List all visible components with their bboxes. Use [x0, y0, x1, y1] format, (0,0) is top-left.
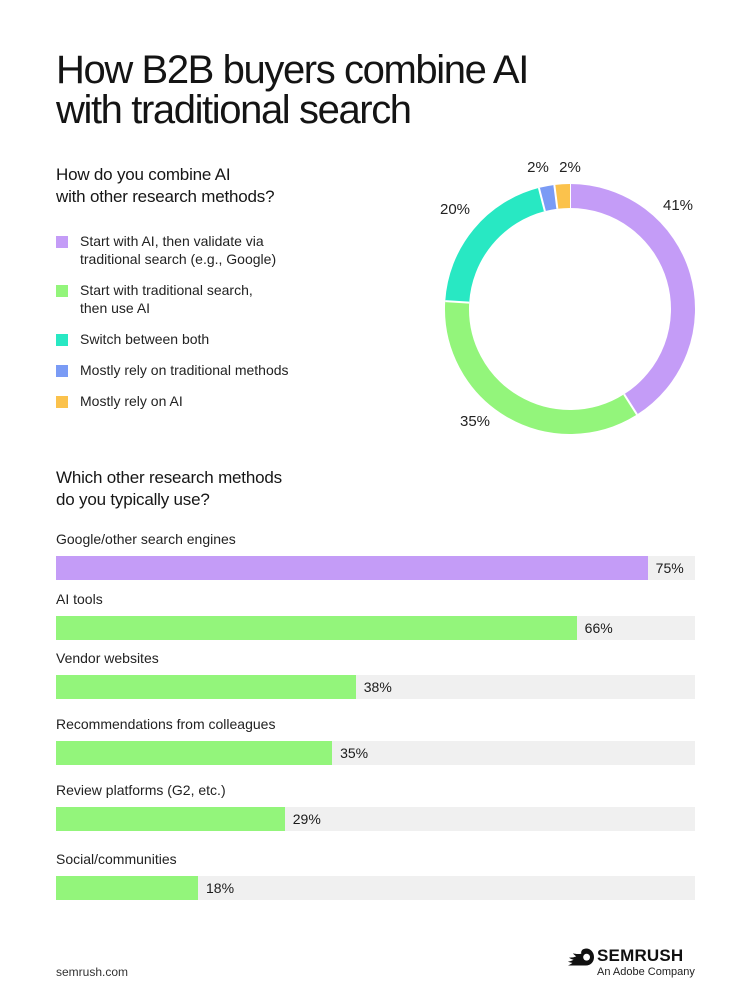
chart-title: How B2B buyers combine AI with tradition…	[56, 50, 676, 130]
bar-value-label: 75%	[655, 560, 684, 576]
donut-slice-separator	[623, 393, 638, 416]
bar-category-label: Google/other search engines	[56, 531, 236, 547]
bar-category-label: AI tools	[56, 591, 103, 607]
bar-question: Which other research methods do you typi…	[56, 467, 386, 511]
bar-value-label: 66%	[584, 620, 613, 636]
bar-group-recommendations: Recommendations from colleagues 35%	[56, 715, 695, 765]
donut-slice	[569, 184, 695, 415]
footer-url: semrush.com	[56, 965, 129, 979]
donut-value-label: 35%	[460, 413, 490, 430]
bar-track: 35%	[56, 741, 695, 765]
bar-value-label: 18%	[206, 880, 235, 896]
bar-group-google: Google/other search engines 75%	[56, 530, 695, 580]
legend-item-ai-then-validate: Start with AI, then validate via traditi…	[56, 232, 386, 268]
bar-group-review-platforms: Review platforms (G2, etc.) 29%	[56, 781, 695, 831]
legend-swatch	[56, 236, 68, 248]
bar-track: 29%	[56, 807, 695, 831]
legend-swatch	[56, 365, 68, 377]
legend-item-mostly-ai: Mostly rely on AI	[56, 392, 386, 410]
bar-fill	[56, 556, 648, 580]
bar-fill	[56, 675, 356, 699]
donut-question-line-1: How do you combine AI	[56, 165, 231, 184]
bar-category-label: Vendor websites	[56, 650, 159, 666]
bar-value-label: 35%	[340, 745, 369, 761]
donut-slice	[445, 301, 637, 434]
bar-track: 66%	[56, 616, 695, 640]
bar-value-label: 38%	[363, 679, 392, 695]
donut-slice	[538, 184, 558, 212]
legend-item-traditional-then-ai: Start with traditional search, then use …	[56, 281, 386, 317]
brand-subtitle: An Adobe Company	[597, 966, 695, 978]
legend-item-mostly-traditional: Mostly rely on traditional methods	[56, 361, 386, 379]
bar-fill	[56, 741, 333, 765]
donut-slice-separator	[445, 300, 470, 304]
donut-legend: Start with AI, then validate via traditi…	[56, 232, 386, 410]
legend-item-switch-between: Switch between both	[56, 330, 386, 348]
bar-track: 38%	[56, 675, 695, 699]
bar-track: 18%	[56, 876, 695, 900]
legend-label-line: Start with AI, then validate via	[80, 233, 264, 249]
donut-value-label: 20%	[440, 201, 470, 218]
bar-category-label: Review platforms (G2, etc.)	[56, 782, 226, 798]
donut-chart: 41% 35% 20% 2% 2%	[440, 159, 695, 434]
legend-label-line: then use AI	[80, 300, 151, 316]
bar-group-social: Social/communities 18%	[56, 850, 695, 900]
donut-question-line-2: with other research methods?	[56, 187, 275, 206]
bar-question-line-1: Which other research methods	[56, 468, 282, 487]
semrush-logo: SEMRUSH An Adobe Company	[568, 946, 698, 982]
bar-question-line-2: do you typically use?	[56, 490, 210, 509]
legend-label-line: Start with traditional search,	[80, 282, 253, 298]
donut-value-label: 2%	[527, 159, 549, 176]
bar-group-vendor-websites: Vendor websites 38%	[56, 649, 695, 699]
donut-value-label: 41%	[663, 197, 693, 214]
bar-track: 75%	[56, 556, 695, 580]
legend-swatch	[56, 396, 68, 408]
legend-swatch	[56, 285, 68, 297]
bar-value-label: 29%	[292, 811, 321, 827]
bar-fill	[56, 807, 285, 831]
legend-swatch	[56, 334, 68, 346]
donut-value-label: 2%	[559, 159, 581, 176]
title-line-2: with traditional search	[56, 88, 412, 132]
donut-question: How do you combine AI with other researc…	[56, 164, 386, 208]
title-line-1: How B2B buyers combine AI	[56, 48, 529, 92]
bar-group-ai-tools: AI tools 66%	[56, 590, 695, 640]
donut-slice	[554, 184, 571, 209]
donut-slice-separator	[553, 184, 559, 209]
bar-fill	[56, 876, 198, 900]
bar-category-label: Social/communities	[56, 851, 177, 867]
donut-slice	[445, 187, 546, 303]
bar-category-label: Recommendations from colleagues	[56, 716, 276, 732]
semrush-fireball-icon	[568, 948, 594, 966]
donut-slice-separator	[537, 187, 546, 212]
bar-fill	[56, 616, 577, 640]
legend-label-line: Mostly rely on traditional methods	[80, 362, 289, 378]
legend-label-line: Mostly rely on AI	[80, 393, 183, 409]
legend-label-line: traditional search (e.g., Google)	[80, 251, 277, 267]
brand-name: SEMRUSH	[597, 946, 684, 965]
legend-label-line: Switch between both	[80, 331, 210, 347]
